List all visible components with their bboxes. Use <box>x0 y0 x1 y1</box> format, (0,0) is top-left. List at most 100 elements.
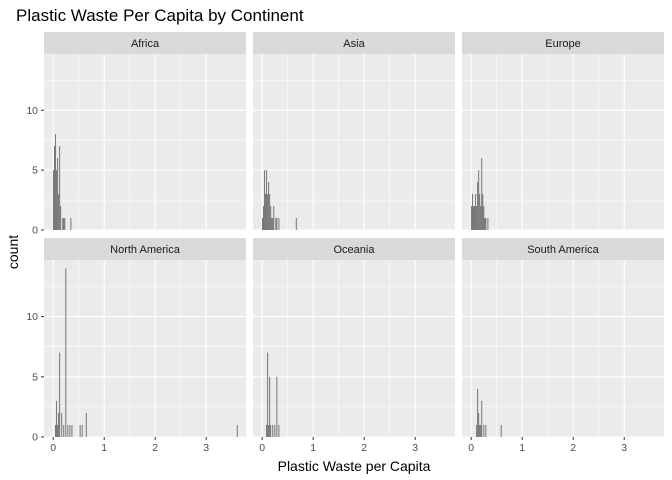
histogram-bar <box>269 376 271 437</box>
histogram-bar <box>85 412 87 437</box>
facet-north-america: North America 0 5 10 0 1 2 3 <box>26 238 246 454</box>
histogram-bar <box>278 424 280 437</box>
strip-background <box>253 32 455 54</box>
histogram-bar <box>476 424 478 437</box>
facet-oceania: Oceania 0 1 2 3 <box>253 238 455 454</box>
strip-label: Europe <box>545 38 580 50</box>
histogram-bar <box>63 218 65 230</box>
histogram-bar <box>484 218 486 230</box>
histogram-bar <box>53 170 54 230</box>
y-tick-label: 10 <box>26 311 38 323</box>
panel-background <box>253 54 455 230</box>
histogram-bar <box>59 352 61 437</box>
histogram-bar <box>69 424 71 437</box>
x-tick-label: 0 <box>50 442 56 454</box>
histogram-bar <box>270 206 272 230</box>
strip-background <box>462 32 664 54</box>
histogram-bar <box>476 206 478 230</box>
strip-label: Africa <box>131 38 160 50</box>
strip-label: South America <box>527 244 599 256</box>
y-tick-label: 5 <box>32 165 38 177</box>
histogram-bar <box>79 424 81 437</box>
histogram-bar <box>272 424 274 437</box>
histogram-bar <box>61 412 63 437</box>
histogram-bar <box>57 424 59 437</box>
x-tick-label: 0 <box>259 442 265 454</box>
strip-label: Asia <box>343 38 365 50</box>
x-tick-label: 3 <box>621 442 627 454</box>
histogram-bar <box>479 424 481 437</box>
histogram-bar <box>275 218 277 230</box>
histogram-bar <box>478 412 480 437</box>
histogram-bar <box>56 170 58 230</box>
histogram-bar <box>274 424 276 437</box>
histogram-bar <box>500 424 502 437</box>
y-axis-title: count <box>5 235 21 269</box>
strip-label: Oceania <box>334 244 376 256</box>
histogram-bar <box>487 218 489 230</box>
histogram-bar <box>63 424 65 437</box>
histogram-bar <box>479 194 481 230</box>
y-tick-label: 5 <box>32 371 38 383</box>
histogram-bar <box>265 194 267 230</box>
histogram-bar <box>267 194 269 230</box>
histogram-bar <box>474 206 476 230</box>
strip-background <box>253 238 455 260</box>
x-axis-title: Plastic Waste per Capita <box>278 458 431 474</box>
histogram-bar <box>471 206 472 230</box>
histogram-bar <box>477 388 479 437</box>
histogram-bar <box>262 218 263 230</box>
facet-europe: Europe <box>462 32 664 231</box>
histogram-bar <box>81 424 83 437</box>
histogram-bar <box>268 182 270 230</box>
histogram-bar <box>268 424 270 437</box>
histogram-bar <box>271 218 273 230</box>
facet-africa: Africa 0 5 10 <box>26 32 246 237</box>
histogram-bar <box>475 194 477 230</box>
histogram-bar <box>54 146 56 230</box>
x-tick-label: 0 <box>468 442 474 454</box>
x-tick-label: 3 <box>203 442 209 454</box>
panel-background <box>253 260 455 437</box>
histogram-bar <box>55 424 57 437</box>
histogram-bar <box>485 424 487 437</box>
histogram-bar <box>483 206 485 230</box>
histogram-bar <box>481 400 483 437</box>
histogram-bar <box>295 218 297 230</box>
histogram-bar <box>266 424 268 437</box>
strip-background <box>44 238 246 260</box>
histogram-bar <box>273 206 275 230</box>
histogram-bar <box>480 206 482 230</box>
histogram-bar <box>478 170 480 230</box>
histogram-bar <box>270 424 272 437</box>
histogram-bar <box>59 146 61 230</box>
histogram-bar <box>55 134 57 230</box>
histogram-bar <box>62 218 64 230</box>
histogram-bar <box>264 170 266 230</box>
panel-background <box>462 54 664 230</box>
histogram-bar <box>485 218 487 230</box>
histogram-bar <box>236 424 238 437</box>
histogram-bar <box>482 194 484 230</box>
histogram-bar <box>267 352 269 437</box>
histogram-bar <box>67 424 69 437</box>
strip-background <box>462 238 664 260</box>
histogram-bar <box>481 158 483 230</box>
histogram-bar <box>483 424 485 437</box>
x-tick-label: 3 <box>412 442 418 454</box>
histogram-bar <box>472 194 474 230</box>
y-tick-label: 0 <box>32 225 38 237</box>
x-tick-label: 1 <box>310 442 316 454</box>
y-tick-label: 10 <box>26 105 38 117</box>
histogram-bar <box>477 182 479 230</box>
panel-background <box>44 54 246 230</box>
histogram-bar <box>278 218 280 230</box>
histogram-bar <box>266 170 268 230</box>
histogram-bar <box>480 424 482 437</box>
x-tick-label: 2 <box>152 442 158 454</box>
histogram-bar <box>70 218 72 230</box>
histogram-bar <box>58 194 60 230</box>
